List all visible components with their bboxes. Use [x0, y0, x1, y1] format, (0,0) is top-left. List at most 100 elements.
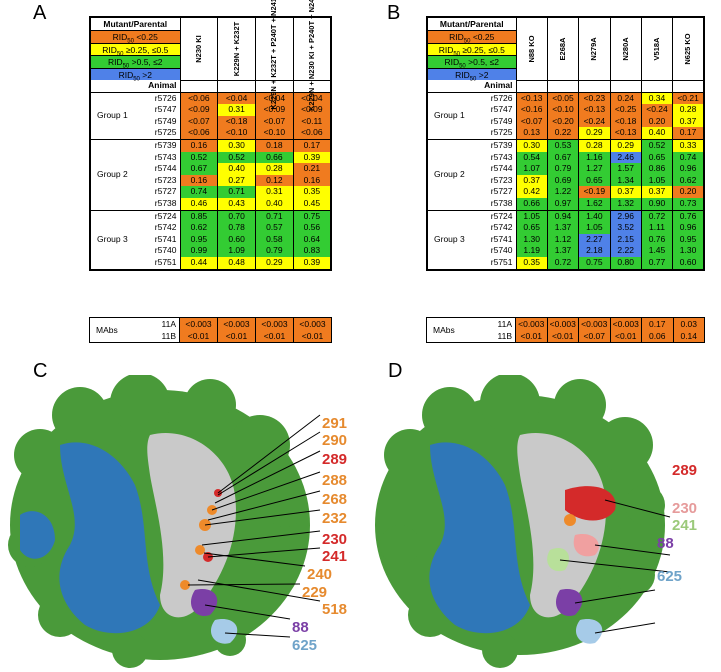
- residue-label: 289: [322, 451, 348, 468]
- group-label: Group 2: [427, 138, 472, 211]
- rid50-value: 2.22: [609, 245, 642, 257]
- rid50-value: <0.07: [515, 115, 548, 128]
- column-header: N625 KO: [672, 16, 705, 81]
- rid50-value: 0.16: [179, 174, 219, 187]
- group-label: Group 2: [90, 138, 136, 211]
- residue-label: 240: [307, 566, 333, 583]
- rid50-value: 1.30: [672, 245, 705, 257]
- table-row: Group 3 r5724 1.05 0.94 1.40 2.96 0.72 0.76: [427, 209, 705, 270]
- rid50-value: 0.37: [515, 174, 548, 187]
- animal-id: r5751: [472, 256, 517, 270]
- animal-id: r5744: [136, 163, 181, 175]
- panel-label-c: C: [33, 360, 48, 382]
- residue-label: 88: [657, 535, 674, 552]
- animal-id: r5742: [136, 222, 181, 234]
- rid50-value: 1.09: [217, 245, 256, 257]
- animal-id: r5740: [136, 245, 181, 257]
- animal-id: r5724: [472, 209, 517, 223]
- animal-id: r5739: [472, 138, 517, 152]
- rid50-value: 0.43: [217, 197, 256, 211]
- animal-id: r5738: [472, 197, 517, 211]
- rid50-value: 0.76: [640, 233, 674, 246]
- rid50-value: 0.62: [672, 174, 705, 187]
- table-row: r5743 0.52 0.52 0.66 0.39: [90, 151, 332, 164]
- column-header: N279A: [578, 16, 611, 81]
- residue-label: 241: [322, 548, 348, 565]
- rid50-value: 1.05: [640, 174, 674, 187]
- table-row: Group 2 r5739 0.16 0.30 0.18 0.17: [90, 138, 332, 211]
- rid50-value: 0.48: [217, 256, 256, 270]
- rid50-value: 0.67: [546, 151, 580, 164]
- residue-label: 232: [322, 510, 348, 527]
- mabs-label: MAbs: [433, 325, 455, 335]
- rid50-value: <0.01: [179, 330, 218, 343]
- table-b: Mutant/Parental RID50 <0.25 RID50 ≥0.25, ≤…: [426, 16, 705, 271]
- rid50-value: 0.40: [254, 197, 294, 211]
- epitope-patches: [547, 486, 616, 644]
- rid50-value: 0.29: [578, 127, 611, 140]
- legend-row: RID50 <0.25: [428, 30, 516, 45]
- mab-id: 11A: [471, 317, 516, 330]
- group-label: Group 3: [90, 209, 136, 270]
- rid50-value: 0.77: [640, 256, 674, 270]
- rid50-value: 0.52: [640, 138, 674, 152]
- rid50-value: <0.16: [515, 104, 548, 116]
- rid50-value: 0.17: [641, 317, 674, 330]
- rid50-value: 0.70: [217, 209, 256, 223]
- rid50-value: 0.80: [609, 256, 642, 270]
- rid50-value: 0.99: [179, 245, 219, 257]
- protein-surface-blue: [429, 442, 530, 634]
- column-header: K229N + K232T: [217, 16, 256, 81]
- rid50-value: 0.60: [217, 233, 256, 246]
- legend-row: RID50 <0.25: [91, 30, 180, 45]
- rid50-value: 0.76: [672, 209, 705, 223]
- rid50-value: <0.24: [578, 115, 611, 128]
- rid50-value: 3.52: [609, 222, 642, 234]
- rid50-value: 0.06: [641, 330, 674, 343]
- rid50-value: <0.003: [609, 317, 642, 330]
- panel-label-d: D: [388, 360, 403, 382]
- animal-id: r5749: [136, 115, 181, 128]
- rid50-value: 0.67: [179, 163, 219, 175]
- rid50-value: <0.01: [217, 330, 256, 343]
- rid50-value: <0.05: [546, 91, 580, 105]
- rid50-value: 0.12: [254, 174, 294, 187]
- rid50-value: <0.07: [179, 115, 219, 128]
- rid50-value: 0.71: [254, 209, 294, 223]
- rid50-value: <0.01: [293, 330, 332, 343]
- table-row: r5751 0.44 0.48 0.29 0.39: [90, 256, 332, 270]
- rid50-value: <0.19: [578, 186, 611, 198]
- legend-title: Mutant/Parental: [439, 19, 504, 29]
- mabs-row: MAbs 11A <0.003 <0.003 <0.003 <0.003: [90, 317, 332, 335]
- rid50-value: 0.90: [640, 197, 674, 211]
- animal-id: r5751: [136, 256, 181, 270]
- table-row: r5725 <0.06 <0.10 <0.10 <0.06: [90, 127, 332, 140]
- leader-lines: [187, 414, 321, 638]
- rid50-value: <0.23: [578, 91, 611, 105]
- rid50-value: 1.19: [515, 245, 548, 257]
- column-header: K229N + N230 KI + P240T + N241KI: [292, 0, 332, 111]
- rid50-value: 1.05: [515, 209, 548, 223]
- rid50-value: <0.003: [217, 317, 256, 330]
- column-header: N280A: [609, 16, 642, 81]
- rid50-value: <0.01: [546, 330, 579, 343]
- rid50-value: <0.003: [515, 317, 548, 330]
- rid50-value: 0.37: [672, 115, 705, 128]
- animal-id: r5738: [136, 197, 181, 211]
- table-row: r5727 0.42 1.22 <0.19 0.37 0.37 0.20: [427, 186, 705, 198]
- residue-label: 289: [672, 462, 698, 479]
- rid50-value: 0.94: [546, 209, 580, 223]
- mabs-label: MAbs: [96, 325, 118, 335]
- animal-id: r5743: [472, 151, 517, 164]
- rid50-value: 0.17: [672, 127, 705, 140]
- rid50-value: 0.66: [254, 151, 294, 164]
- legend-row: RID50 >2: [428, 67, 516, 82]
- rid50-value: 1.32: [609, 197, 642, 211]
- rid50-value: 2.18: [578, 245, 611, 257]
- residue-label: 518: [322, 601, 348, 618]
- rid50-value: 0.16: [179, 138, 219, 152]
- rid50-value: <0.06: [179, 127, 219, 140]
- rid50-value: 0.75: [578, 256, 611, 270]
- table-row: r5742 0.62 0.78 0.57 0.56: [90, 222, 332, 234]
- rid50-value: 0.35: [292, 186, 332, 198]
